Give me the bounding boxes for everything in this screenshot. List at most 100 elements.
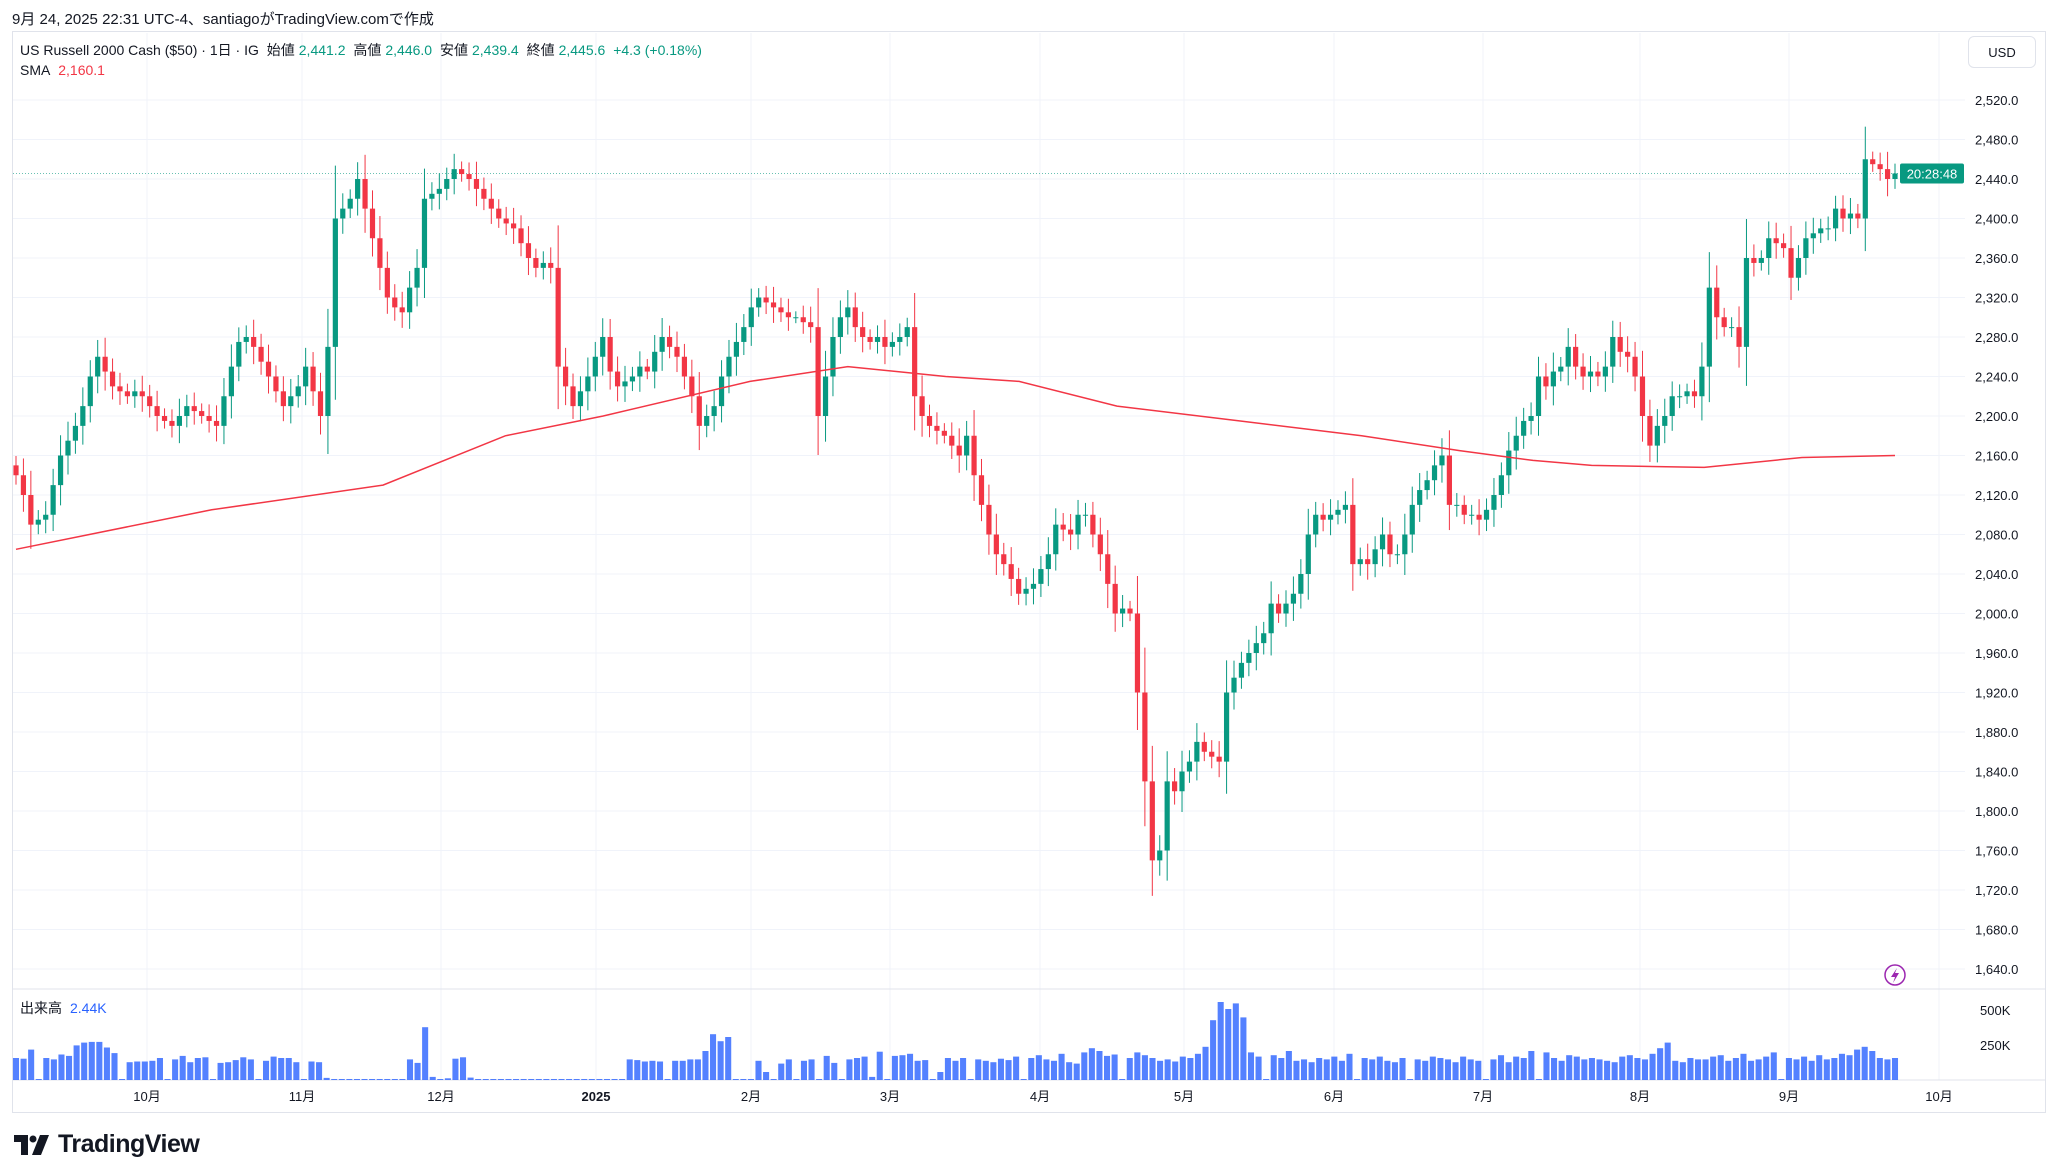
volume-bar [1126,1058,1133,1080]
candle [629,376,636,382]
volume-label[interactable]: 出来高 [20,1000,62,1016]
volume-bar [179,1055,186,1080]
volume-bar [217,1062,224,1080]
volume-bar [1376,1056,1383,1080]
candle [1573,346,1579,367]
candle [1223,692,1230,762]
candle [600,337,606,357]
volume-bar [111,1053,118,1080]
volume-bar [1725,1060,1732,1080]
candle [793,317,799,319]
volume-bar [1141,1055,1148,1080]
volume-bar [619,1079,626,1080]
volume-bar [187,1062,194,1080]
change-value: +4.3 (+0.18%) [613,42,702,58]
volume-bar [1429,1056,1436,1080]
candle [934,425,940,431]
y-tick-label: 1,760.0 [1975,844,2018,859]
volume-bar [1694,1059,1702,1080]
volume-bar [1861,1046,1868,1080]
volume-bar [634,1060,641,1080]
x-tick-label: 7月 [1473,1089,1493,1104]
candle [1171,781,1178,792]
volume-bar [603,1079,611,1080]
volume-bar [1657,1048,1664,1080]
volume-bar [1247,1052,1255,1080]
candle [540,262,546,268]
candle [295,386,301,397]
volume-bar [687,1059,694,1080]
sma-label[interactable]: SMA [20,62,51,78]
candle [1194,741,1200,762]
volume-bar [1308,1062,1315,1080]
volume-bar [785,1059,792,1080]
candle [1758,258,1764,263]
candle [1283,603,1289,614]
candle [748,307,754,328]
volume-bar [960,1058,967,1080]
candle [555,267,561,367]
candle [1038,569,1044,584]
volume-bar [1157,1060,1164,1080]
x-tick-label: 6月 [1324,1089,1344,1104]
candle [258,346,264,362]
candle [1587,371,1594,377]
candle [1387,534,1393,555]
candle [1394,554,1400,556]
volume-bar [1361,1058,1368,1080]
volume-bar [149,1060,156,1080]
candle [845,307,851,318]
volume-bar [1475,1060,1482,1080]
currency-button[interactable]: USD [1968,36,2036,68]
volume-bar [35,1079,42,1080]
lightning-icon[interactable] [1884,964,1906,986]
y-tick-label: 2,320.0 [1975,291,2018,306]
volume-bar [316,1062,323,1080]
volume-bar [626,1059,633,1080]
tradingview-logo[interactable]: TradingView [14,1130,200,1159]
candle [481,188,487,199]
candle [1134,613,1141,693]
candle [1298,574,1304,594]
candle [369,208,376,239]
volume-bar [1172,1061,1179,1080]
candle [1469,514,1475,516]
candle [503,218,509,224]
y-tick-label: 1,840.0 [1975,765,2018,780]
volume-bar [763,1072,770,1080]
candle [20,475,27,495]
volume-bar [43,1058,50,1080]
volume-bar [823,1055,830,1080]
y-tick-label: 2,080.0 [1975,528,2018,543]
candle [696,396,702,426]
candle [674,346,680,357]
volume-bar [1088,1048,1095,1080]
volume-bar [58,1054,65,1080]
candle [1550,371,1556,387]
x-tick-label: 5月 [1174,1089,1194,1104]
volume-bar [656,1061,664,1080]
volume-bar [1664,1042,1671,1080]
candle [919,396,925,416]
volume-bar [740,1079,747,1080]
candle [681,356,688,377]
candle [986,504,992,535]
volume-bar [1338,1060,1345,1080]
volume-bar [1035,1055,1042,1080]
y-tick-label: 1,680.0 [1975,923,2018,938]
candle [1023,588,1029,594]
candle [1595,371,1601,377]
volume-bar [846,1059,853,1080]
candle [1068,529,1074,535]
symbol-label[interactable]: US Russell 2000 Cash ($50) · 1日 · IG [20,42,259,58]
candle [340,208,346,219]
candle [1743,258,1750,347]
volume-bar [406,1059,414,1080]
candle [1149,781,1155,861]
volume-bar [293,1062,300,1080]
candle [941,430,947,436]
candle [993,534,999,555]
candle [429,193,435,199]
volume-bar [96,1041,103,1080]
